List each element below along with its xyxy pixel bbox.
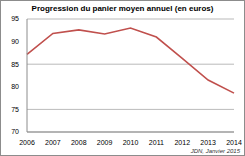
html-text:Progression du panier moyen an: Progression du panier moyen annuel (en e… xyxy=(31,4,214,13)
html-text:JDN, Janvier 2015: JDN, Janvier 2015 xyxy=(190,148,240,154)
svg-text:95: 95 xyxy=(11,15,19,22)
svg-text:2012: 2012 xyxy=(174,139,190,146)
svg-text:2013: 2013 xyxy=(200,139,216,146)
svg-text:90: 90 xyxy=(11,38,19,45)
svg-text:70: 70 xyxy=(11,128,19,135)
svg-text:2006: 2006 xyxy=(19,139,35,146)
svg-text:2007: 2007 xyxy=(45,139,61,146)
svg-text:75: 75 xyxy=(11,106,19,113)
svg-text:2011: 2011 xyxy=(149,139,164,146)
svg-text:80: 80 xyxy=(11,83,19,90)
svg-text:2008: 2008 xyxy=(71,139,87,146)
svg-text:2014: 2014 xyxy=(226,139,237,146)
svg-text:2010: 2010 xyxy=(123,139,139,146)
svg-text:85: 85 xyxy=(11,61,19,68)
svg-text:2009: 2009 xyxy=(97,139,113,146)
